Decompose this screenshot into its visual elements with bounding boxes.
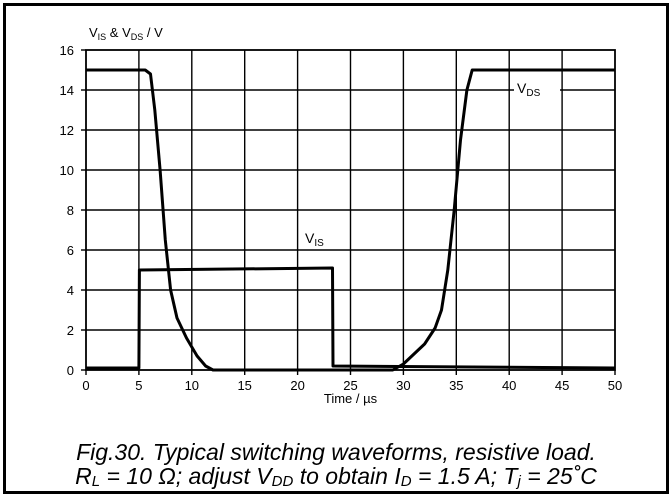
series-label-subscript: IS [314,238,324,249]
caption-rl-subscript: L [91,473,101,490]
y-tick-label-2: 2 [67,323,74,338]
x-tick-label-30: 30 [396,378,410,393]
caption-tj-value: = 25˚C [520,463,597,489]
y-axis-label: VIS & VDS / V [89,25,163,42]
x-tick-label-50: 50 [608,378,622,393]
series-label-bg-vis [302,229,332,249]
series-label-vds: VDS [517,80,541,99]
y-axis-label-text: / V [143,25,163,40]
labels: 0 5 10 15 20 25 30 35 40 45 50 0 2 4 6 8 10 12 14 16 Time / … [60,25,623,406]
caption-tj-subscript: j [517,473,521,490]
y-axis-label-text: & V [106,25,131,40]
x-tick-label-40: 40 [502,378,516,393]
figure-caption-title: Fig.30. Typical switching waveforms, res… [76,439,596,465]
caption-rl-value: = 10 Ω; adjust V [100,463,272,489]
series [86,68,616,372]
x-axis-label: Time / µs [324,391,378,406]
y-tick-label-12: 12 [60,123,74,138]
x-tick-label-5: 5 [135,378,142,393]
y-tick-label-10: 10 [60,163,74,178]
y-axis-label-subscript: DS [131,32,144,42]
x-tick-label-0: 0 [82,378,89,393]
caption-obtain-text: to obtain I [293,463,401,489]
figure-caption-conditions: RL = 10 Ω; adjust VDD to obtain ID = 1.5… [0,463,672,490]
y-tick-label-16: 16 [60,43,74,58]
caption-id-subscript: D [400,473,412,490]
x-tick-label-10: 10 [185,378,199,393]
x-tick-label-35: 35 [449,378,463,393]
y-axis-label-text: V [89,25,98,40]
series-label-subscript: DS [526,88,540,99]
caption-id-value: = 1.5 A; T [411,463,518,489]
y-tick-label-8: 8 [67,203,74,218]
x-tick-label-15: 15 [237,378,251,393]
x-tick-label-45: 45 [555,378,569,393]
y-tick-label-14: 14 [60,83,74,98]
series-line-vis [86,266,616,370]
y-tick-label-6: 6 [67,243,74,258]
caption-vdd-subscript: DD [271,473,294,490]
switching-waveform-chart: 0 5 10 15 20 25 30 35 40 45 50 0 2 4 6 8 10 12 14 16 Time / … [60,25,623,406]
series-label-bg-vds [514,79,560,99]
y-tick-label-4: 4 [67,283,74,298]
caption-rl-symbol: R [75,463,92,489]
series-label-main: V [305,230,315,246]
x-tick-label-25: 25 [343,378,357,393]
series-label-main: V [517,80,527,96]
series-label-vis: VIS [305,230,324,249]
series-line-vds [86,68,615,372]
x-tick-label-20: 20 [290,378,304,393]
y-tick-label-0: 0 [67,363,74,378]
y-axis-label-subscript: IS [98,32,107,42]
